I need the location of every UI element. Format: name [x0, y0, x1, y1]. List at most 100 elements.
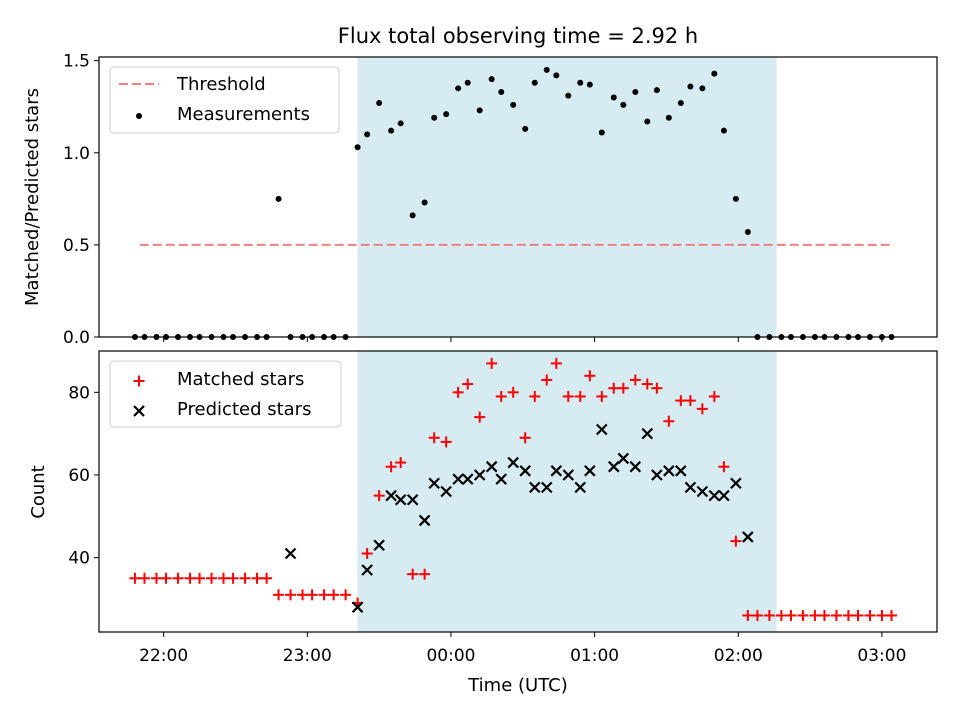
- predicted-point: [684, 481, 697, 494]
- matched-point: [172, 572, 184, 584]
- predicted-point-b: [418, 514, 431, 527]
- predicted-point-b: [675, 465, 687, 477]
- matched-point: [340, 589, 352, 601]
- matched-point: [194, 572, 206, 584]
- predicted-point-b: [361, 564, 373, 576]
- measurement-point: [699, 85, 706, 92]
- matched-point: [718, 461, 730, 473]
- predicted-point: [373, 539, 385, 551]
- matched-point: [261, 572, 273, 584]
- matched-point: [886, 609, 898, 621]
- x-tick-label: 03:00: [857, 646, 906, 666]
- predicted-point-b: [440, 485, 452, 498]
- bottom-y-axis-label: Count: [28, 465, 49, 518]
- bottom-y-tick-label: 80: [68, 383, 90, 403]
- predicted-point: [641, 427, 654, 440]
- predicted-point: [742, 531, 754, 543]
- measurement-point: [510, 101, 517, 108]
- measurement-point: [376, 100, 383, 107]
- legend-predicted-swatch: [133, 405, 145, 417]
- measurement-point: [632, 89, 639, 95]
- measurement-point: [677, 100, 684, 107]
- matched-point: [550, 357, 562, 369]
- matched-point: [608, 382, 620, 394]
- matched-point: [876, 609, 888, 621]
- bottom-legend-box: [109, 360, 342, 428]
- predicted-point-b: [373, 539, 385, 551]
- predicted-point-b: [351, 601, 364, 613]
- measurement-point: [388, 127, 395, 134]
- predicted-point: [574, 481, 587, 494]
- predicted-point: [351, 601, 364, 613]
- matched-point: [775, 609, 787, 621]
- matched-point: [651, 382, 663, 394]
- predicted-point-b: [507, 456, 519, 469]
- measurement-point: [732, 195, 739, 202]
- predicted-point: [607, 460, 620, 473]
- predicted-point: [452, 473, 464, 485]
- top-shaded-interval: [357, 57, 777, 337]
- matched-point: [797, 609, 809, 621]
- measurement-point: [653, 87, 660, 94]
- measurement-point: [354, 144, 361, 151]
- predicted-point: [394, 493, 407, 506]
- top-y-ticks: 0.0 0.5 1.0 1.5: [63, 52, 99, 348]
- predicted-point-b: [596, 423, 608, 436]
- matched-point: [239, 572, 251, 584]
- predicted-point-b: [730, 477, 742, 490]
- x-axis-label: Time (UTC): [467, 675, 568, 696]
- legend-predicted-marker-b: [133, 405, 145, 417]
- predicted-point-b: [607, 460, 620, 473]
- matched-point: [251, 572, 263, 584]
- predicted-point-b: [428, 477, 440, 490]
- matched-point: [842, 609, 854, 621]
- matched-point: [474, 411, 486, 423]
- predicted-point-b: [562, 469, 575, 481]
- measurement-point: [665, 114, 672, 121]
- predicted-point: [528, 481, 541, 494]
- predicted-point: [663, 465, 675, 477]
- predicted-point-b: [629, 460, 642, 473]
- matched-point: [696, 403, 708, 415]
- matched-point: [809, 609, 821, 621]
- predicted-point: [495, 473, 508, 485]
- matched-point: [306, 589, 318, 601]
- matched-point: [129, 572, 141, 584]
- predicted-point: [540, 481, 553, 494]
- predicted-point: [584, 465, 596, 477]
- matched-point: [818, 609, 830, 621]
- predicted-point-b: [742, 531, 754, 543]
- bottom-y-tick-label: 40: [68, 549, 90, 569]
- measurement-point: [364, 131, 371, 138]
- predicted-point: [406, 493, 419, 506]
- bottom-shaded-interval: [357, 351, 777, 632]
- x-tick-label: 23:00: [283, 646, 332, 666]
- measurement-point: [577, 79, 584, 86]
- measurement-point: [720, 127, 727, 134]
- matched-point: [407, 568, 419, 580]
- legend-matched-swatch: [133, 375, 145, 387]
- measurement-point: [488, 76, 495, 83]
- matched-point: [596, 390, 608, 402]
- measurement-point: [409, 212, 416, 219]
- predicted-point-b: [574, 481, 587, 494]
- predicted-point: [284, 547, 297, 560]
- matched-point: [629, 374, 641, 386]
- matched-point: [507, 386, 519, 398]
- measurement-point: [711, 70, 718, 77]
- matched-point: [462, 378, 474, 390]
- measurement-point: [610, 94, 617, 101]
- predicted-point: [629, 460, 642, 473]
- measurement-point: [431, 114, 438, 121]
- top-y-tick-label: 0.5: [63, 236, 90, 256]
- predicted-point: [473, 469, 486, 481]
- predicted-point: [617, 452, 630, 465]
- predicted-point: [730, 477, 742, 490]
- matched-point: [428, 432, 440, 444]
- matched-point: [150, 572, 162, 584]
- predicted-point-b: [394, 493, 407, 506]
- measurement-point: [586, 81, 593, 88]
- matched-point: [864, 609, 876, 621]
- predicted-point: [596, 423, 608, 436]
- matched-point: [751, 609, 763, 621]
